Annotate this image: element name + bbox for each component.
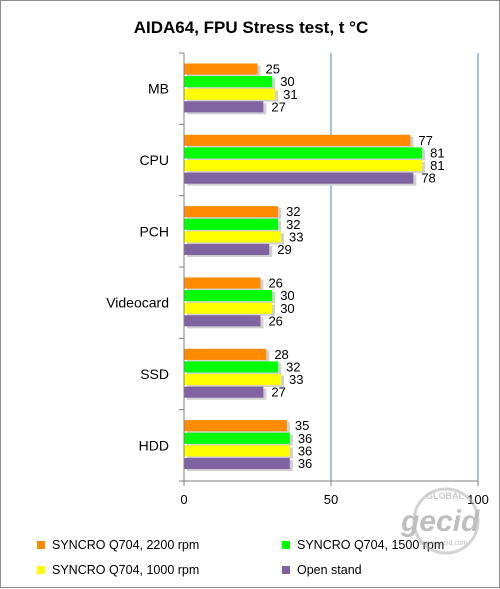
data-label: 36: [298, 456, 312, 471]
chart-title: AIDA64, FPU Stress test, t °C: [134, 18, 368, 37]
category-label: HDD: [139, 437, 169, 453]
legend: SYNCRO Q704, 2200 rpm SYNCRO Q704, 1500 r…: [37, 538, 444, 577]
data-label: 35: [295, 418, 309, 433]
bar: [184, 76, 273, 88]
watermark-url-text: www.gecid.com: [418, 540, 468, 547]
legend-label: SYNCRO Q704, 1500 rpm: [297, 538, 444, 552]
bar: [184, 315, 261, 327]
legend-swatch: [282, 541, 290, 549]
data-label: 81: [430, 158, 444, 173]
bar: [184, 231, 282, 243]
bar: [184, 386, 264, 398]
data-label: 31: [283, 87, 297, 102]
data-label: 36: [298, 443, 312, 458]
data-label: 26: [268, 313, 282, 328]
bar: [184, 147, 423, 159]
bar: [184, 101, 264, 113]
data-label: 32: [286, 360, 300, 375]
bar: [184, 374, 282, 386]
data-label: 27: [271, 385, 285, 400]
legend-label: SYNCRO Q704, 1000 rpm: [52, 563, 199, 577]
legend-swatch: [37, 566, 45, 574]
data-label: 27: [271, 99, 285, 114]
watermark-top-text: GLOBAL: [426, 491, 464, 501]
data-label: 33: [289, 372, 303, 387]
category-label: Videocard: [106, 295, 169, 311]
bar: [184, 63, 258, 75]
category-label: SSD: [140, 366, 169, 382]
bar: [184, 420, 287, 432]
data-labels: 2530312777818178323233292630302628323327…: [266, 62, 445, 471]
data-label: 29: [277, 242, 291, 257]
legend-swatch: [37, 541, 45, 549]
bar: [184, 172, 414, 184]
bar: [184, 432, 290, 444]
data-label: 30: [280, 301, 294, 316]
bar: [184, 206, 279, 218]
x-tick-label: 0: [180, 492, 187, 507]
bar: [184, 290, 273, 302]
data-label: 33: [289, 229, 303, 244]
data-label: 30: [280, 288, 294, 303]
bar: [184, 134, 411, 146]
data-label: 78: [421, 171, 435, 186]
data-label: 28: [274, 347, 288, 362]
bar: [184, 445, 290, 457]
bar: [184, 361, 279, 373]
data-label: 36: [298, 431, 312, 446]
x-tick-label: 50: [324, 492, 338, 507]
bar: [184, 243, 270, 256]
data-label: 26: [268, 276, 282, 291]
bar: [184, 160, 423, 172]
gridlines: [330, 53, 479, 481]
bar: [184, 218, 279, 230]
legend-swatch: [282, 566, 290, 574]
data-label: 81: [430, 146, 444, 161]
bar: [184, 302, 273, 314]
data-label: 77: [418, 133, 432, 148]
category-label: PCH: [139, 223, 169, 239]
bar: [184, 348, 267, 360]
legend-label: SYNCRO Q704, 2200 rpm: [52, 538, 199, 552]
data-label: 32: [286, 204, 300, 219]
watermark-main-text: gecid: [400, 505, 480, 538]
bar: [184, 457, 290, 470]
category-label: MB: [148, 81, 169, 97]
legend-label: Open stand: [297, 563, 362, 577]
bars: [184, 63, 426, 472]
data-label: 32: [286, 217, 300, 232]
gecid-watermark-logo: GLOBAL gecid www.gecid.com: [400, 487, 480, 555]
data-label: 25: [266, 62, 280, 77]
category-label: CPU: [139, 152, 169, 168]
bar: [184, 88, 276, 100]
data-label: 30: [280, 74, 294, 89]
bar: [184, 277, 261, 289]
